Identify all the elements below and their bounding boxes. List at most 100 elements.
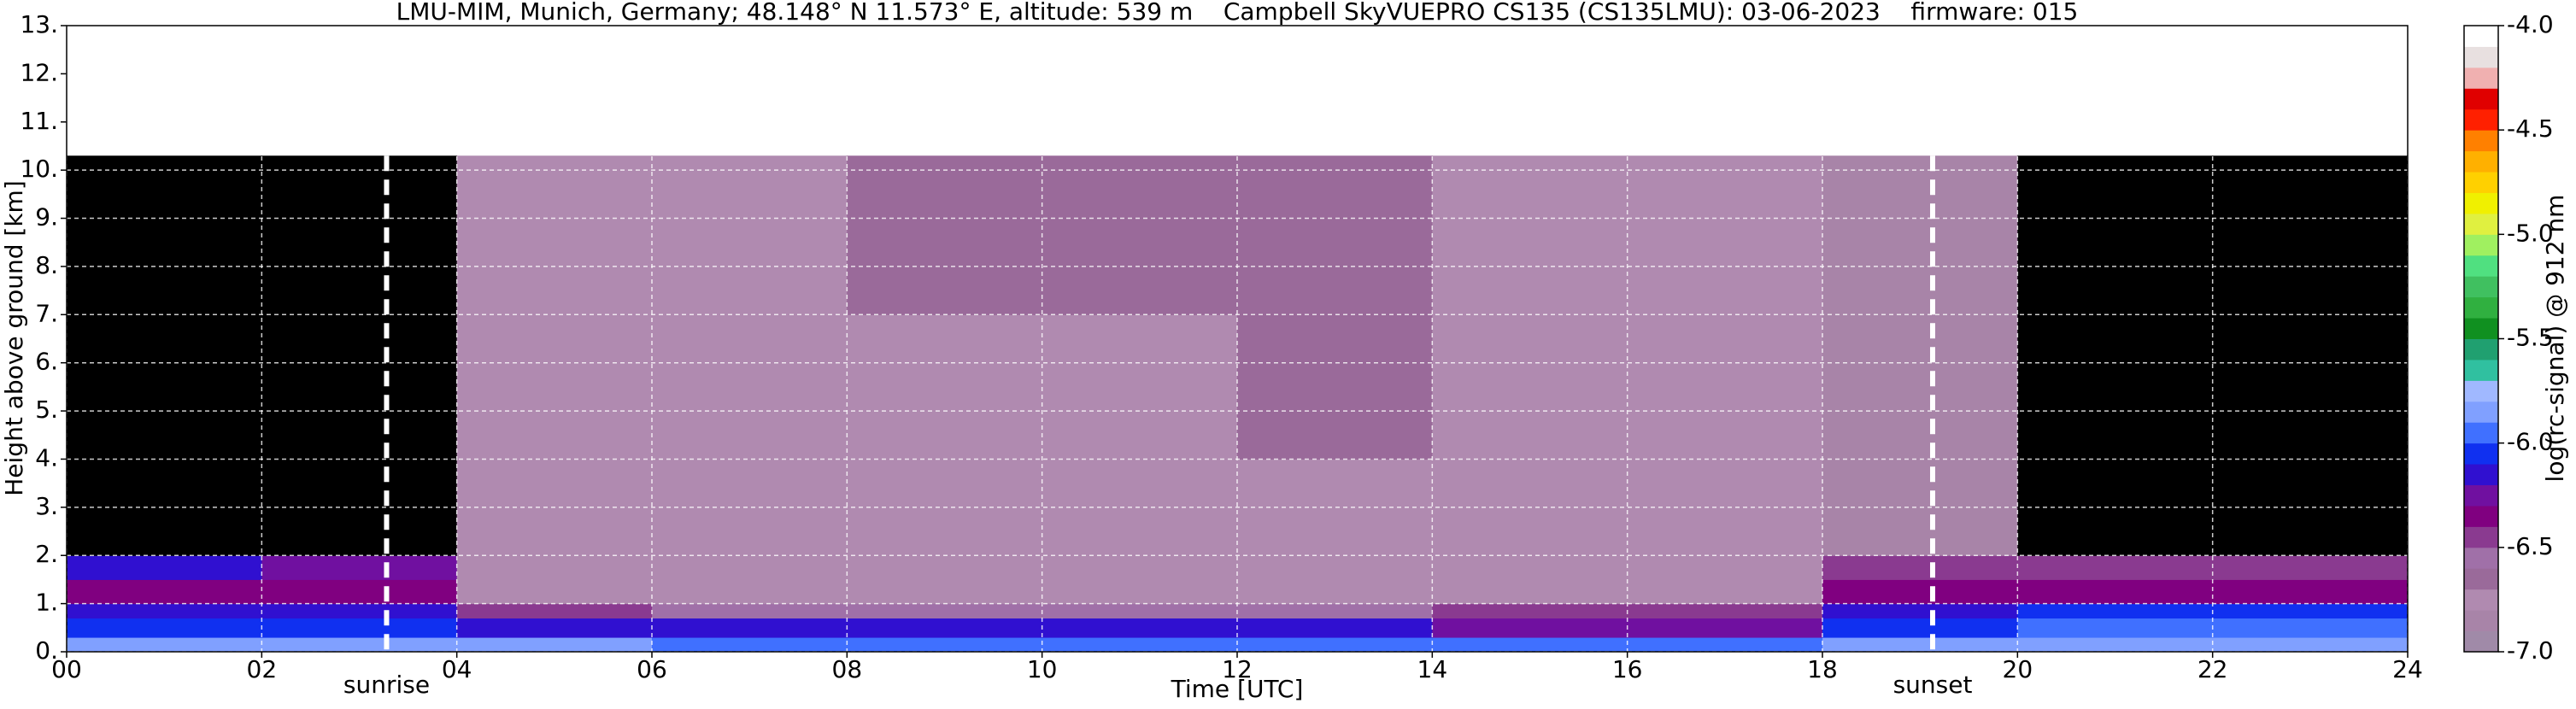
y-tick-label: 0. (35, 636, 58, 665)
x-tick-label: 10 (1027, 655, 1058, 683)
heatmap-cell (67, 155, 262, 315)
y-tick-label: 7. (35, 299, 58, 327)
heatmap-cell (2017, 603, 2214, 619)
heatmap-cell (261, 579, 458, 605)
colorbar-tick-label: -5.0 (2507, 219, 2554, 247)
colorbar-swatch (2464, 464, 2498, 486)
heatmap-cell (2212, 555, 2409, 580)
heatmap-cell (2017, 618, 2214, 638)
heatmap-cell (1627, 314, 1823, 460)
colorbar-swatch (2464, 442, 2498, 465)
heatmap-cell (847, 618, 1043, 638)
heatmap-cell (2017, 155, 2214, 315)
heatmap-cell (1822, 155, 2018, 315)
y-tick-label: 2. (35, 540, 58, 568)
colorbar-swatch (2464, 67, 2498, 89)
heatmap-cell (1627, 155, 1823, 315)
colorbar-tick-label: -4.5 (2507, 114, 2554, 143)
heatmap-cell (847, 603, 1043, 619)
colorbar-swatch (2464, 401, 2498, 423)
heatmap-cell (67, 579, 262, 605)
heatmap-cell (2212, 618, 2409, 638)
heatmap-cell (1432, 579, 1628, 605)
heatmap-cell (1822, 618, 2018, 638)
heatmap-cell (456, 603, 653, 619)
y-tick-label: 11. (20, 107, 58, 135)
heatmap-cell (261, 637, 458, 653)
heatmap-cell (456, 155, 653, 315)
heatmap-cell (652, 555, 848, 580)
heatmap-cell (1822, 314, 2018, 460)
x-tick-label: 18 (1807, 655, 1838, 683)
colorbar-tick-label: -5.5 (2507, 324, 2554, 352)
heatmap-cell (261, 314, 458, 460)
colorbar-swatch (2464, 46, 2498, 68)
heatmap-cell (1237, 314, 1433, 460)
heatmap-cell (456, 579, 653, 605)
annotation-label: sunset (1893, 671, 1973, 699)
heatmap-cell (261, 555, 458, 580)
heatmap-cell (1042, 579, 1238, 605)
x-tick-label: 06 (637, 655, 667, 683)
colorbar-tick-label: -6.0 (2507, 428, 2554, 456)
x-axis-label: Time [UTC] (1171, 675, 1304, 703)
y-tick-label: 6. (35, 348, 58, 376)
y-tick-label: 4. (35, 443, 58, 472)
heatmap-cell (652, 579, 848, 605)
heatmap-cell (1822, 579, 2018, 605)
colorbar-tick-label: -7.0 (2507, 636, 2554, 665)
heatmap-cell (1627, 603, 1823, 619)
heatmap-cell (1627, 555, 1823, 580)
y-tick-label: 1. (35, 589, 58, 617)
colorbar-swatch (2464, 547, 2498, 569)
colorbar-swatch (2464, 296, 2498, 319)
heatmap-cell (652, 637, 848, 653)
heatmap-cell (1237, 555, 1433, 580)
colorbar-swatch (2464, 359, 2498, 381)
heatmap-cell (1432, 314, 1628, 460)
plot-frame (66, 25, 2409, 653)
heatmap-cell (1432, 637, 1628, 653)
heatmap-cell (1822, 637, 2018, 653)
heatmap-cell (67, 314, 262, 460)
heatmap-cell (2017, 555, 2214, 580)
heatmap-cell (456, 637, 653, 653)
colorbar-swatch (2464, 610, 2498, 632)
heatmap-cell (2212, 579, 2409, 605)
heatmap-cell (1432, 155, 1628, 315)
colorbar-swatch (2464, 630, 2498, 653)
colorbar-swatch (2464, 26, 2498, 47)
colorbar-swatch (2464, 192, 2498, 214)
colorbar-tick-label: -4.0 (2507, 10, 2554, 38)
heatmap-cell (456, 314, 653, 460)
x-tick-label: 08 (832, 655, 863, 683)
heatmap-cell (1237, 579, 1433, 605)
colorbar-swatch (2464, 255, 2498, 277)
heatmap-cell (1042, 314, 1238, 460)
colorbar-swatch (2464, 130, 2498, 152)
heatmap-cell (652, 459, 848, 556)
x-tick-label: 24 (2392, 655, 2423, 683)
colorbar-swatch (2464, 505, 2498, 527)
x-tick-label: 00 (51, 655, 82, 683)
colorbar-swatch (2464, 150, 2498, 173)
heatmap-cell (261, 618, 458, 638)
colorbar-swatch (2464, 338, 2498, 360)
heatmap-cell (67, 637, 262, 653)
heatmap-cell (456, 618, 653, 638)
colorbar-swatch (2464, 422, 2498, 444)
heatmap-cell (1237, 637, 1433, 653)
heatmap-cell (1432, 603, 1628, 619)
heatmap-cell (652, 314, 848, 460)
heatmap-cell (847, 314, 1043, 460)
heatmap-cell (1627, 618, 1823, 638)
colorbar-swatch (2464, 108, 2498, 131)
colorbar-swatch (2464, 234, 2498, 256)
heatmap-cell (2212, 155, 2409, 315)
heatmap-cell (2212, 637, 2409, 653)
x-tick-label: 04 (442, 655, 472, 683)
x-tick-label: 22 (2198, 655, 2228, 683)
heatmap-cell (2017, 637, 2214, 653)
colorbar-swatch (2464, 88, 2498, 110)
